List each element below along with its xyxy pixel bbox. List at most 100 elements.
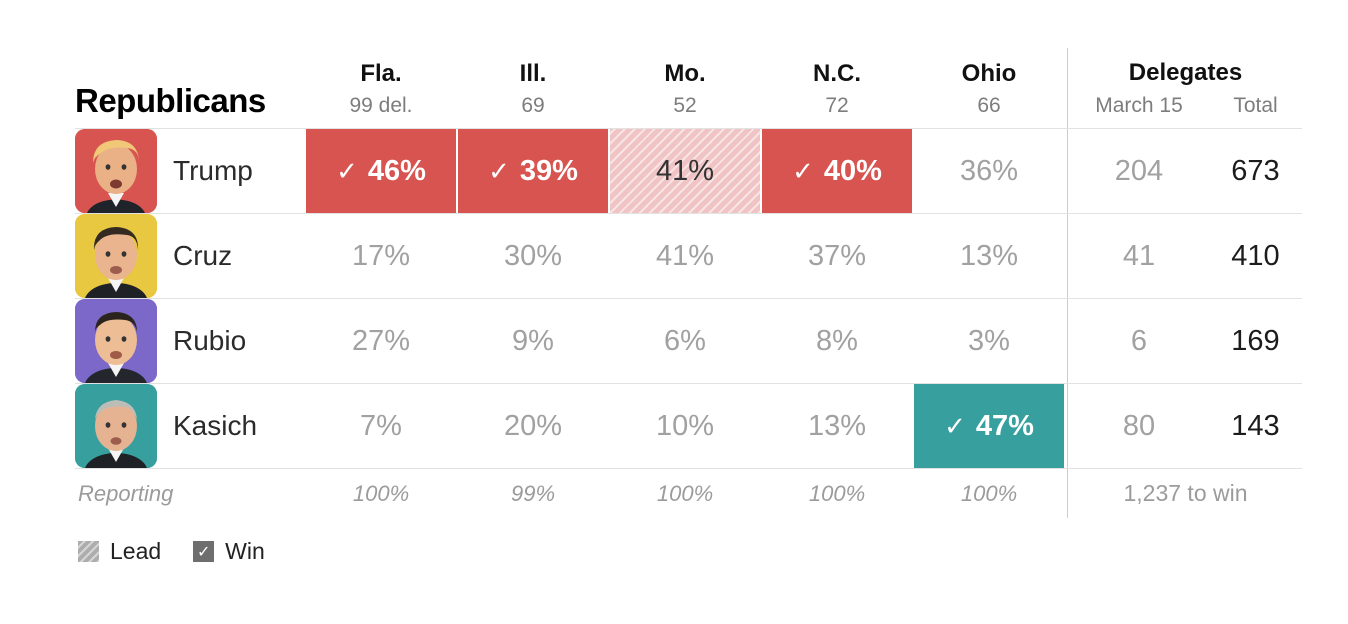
result-cell-mo: ✓ 10% (609, 384, 761, 468)
state-delegate-count: 99 del. (349, 94, 413, 117)
column-header-fla: Fla. 99 del. (305, 60, 457, 128)
result-value: 40% (823, 154, 882, 187)
column-header-ohio: Ohio 66 (913, 59, 1065, 128)
reporting-mo: 100% (656, 480, 714, 506)
cruz-portrait-illustration (75, 214, 157, 298)
delegates-march15-value: 204 (1114, 154, 1164, 187)
reporting-row: Reporting 100% 99% 100% 100% 100% 1,237 … (75, 468, 1302, 518)
result-value: 10% (655, 409, 715, 442)
check-icon: ✓ (196, 543, 211, 561)
result-cell-ill: ✓ 39% (457, 129, 609, 213)
result-value: 6% (664, 324, 706, 357)
state-delegate-count: 66 (977, 94, 1001, 117)
table-row-rubio: Rubio ✓ 27% ✓ 9% ✓ 6% ✓ 8% (75, 298, 1302, 383)
result-value: 47% (975, 409, 1034, 442)
candidate-name: Cruz (173, 240, 233, 271)
result-cell-ohio: ✓ 3% (913, 299, 1065, 383)
legend-win-label: Win (225, 538, 265, 564)
delegates-total-value: 169 (1231, 324, 1280, 357)
result-cell-fill: ✓ 3% (914, 299, 1064, 383)
result-cell-ohio: ✓ 13% (913, 214, 1065, 298)
trump-portrait-illustration (75, 129, 157, 213)
result-value: 36% (959, 154, 1019, 187)
result-value: 41% (655, 154, 715, 187)
result-cell-fill: ✓ 47% (914, 384, 1064, 468)
result-cell-fill: ✓ 46% (306, 129, 456, 213)
check-icon: ✓ (792, 155, 814, 186)
result-cell-fill: ✓ 10% (610, 384, 760, 468)
row-divider-line (1066, 299, 1068, 383)
result-cell-nc: ✓ 40% (761, 129, 913, 213)
result-cell-fill: ✓ 30% (458, 214, 608, 298)
result-cell-nc: ✓ 13% (761, 384, 913, 468)
row-divider-line (1066, 384, 1068, 468)
result-value: 39% (519, 154, 578, 187)
state-delegate-count: 72 (825, 94, 849, 117)
column-header-nc: N.C. 72 (761, 59, 913, 128)
result-cell-fill: ✓ 27% (306, 299, 456, 383)
result-value: 17% (351, 239, 411, 272)
check-icon: ✓ (336, 155, 358, 186)
result-cell-fill: ✓ 39% (458, 129, 608, 213)
result-cell-fill: ✓ 7% (306, 384, 456, 468)
result-cell-fill: ✓ 13% (762, 384, 912, 468)
header-divider-line (1066, 48, 1068, 128)
result-cell-fill: ✓ 6% (610, 299, 760, 383)
reporting-nc: 100% (808, 480, 866, 506)
delegates-label: Delegates (1128, 59, 1243, 86)
candidate-name: Trump (173, 155, 253, 186)
state-name: Ohio (961, 59, 1017, 87)
result-cell-fla: ✓ 7% (305, 384, 457, 468)
result-cell-ill: ✓ 9% (457, 299, 609, 383)
delegates-to-win-note: 1,237 to win (1123, 480, 1248, 506)
result-value: 27% (351, 324, 411, 357)
column-header-delegates: Delegates March 15 Total (1069, 59, 1302, 128)
result-cell-fill: ✓ 13% (914, 214, 1064, 298)
delegates-march15-value: 6 (1130, 324, 1148, 357)
result-cell-mo: ✓ 41% (609, 129, 761, 213)
table-row-cruz: Cruz ✓ 17% ✓ 30% ✓ 41% ✓ 37% (75, 213, 1302, 298)
legend-item-win: ✓ Win (193, 538, 265, 565)
result-cell-ohio: ✓ 36% (913, 129, 1065, 213)
result-cell-fill: ✓ 20% (458, 384, 608, 468)
win-check-swatch-icon: ✓ (193, 541, 215, 562)
rubio-photo (75, 299, 157, 383)
result-value: 46% (367, 154, 426, 187)
state-delegate-count: 69 (521, 94, 545, 117)
check-icon: ✓ (488, 155, 510, 186)
page-title: Republicans (75, 82, 266, 119)
result-value: 13% (807, 409, 867, 442)
delegates-total-value: 410 (1231, 239, 1280, 272)
reporting-ill: 99% (510, 480, 556, 506)
state-name: Mo. (664, 59, 706, 87)
legend: Lead ✓ Win (78, 538, 1302, 565)
result-value: 8% (816, 324, 858, 357)
cruz-photo (75, 214, 157, 298)
row-divider-line (1066, 469, 1068, 518)
result-value: 7% (360, 409, 402, 442)
row-divider-line (1066, 129, 1068, 213)
result-cell-ill: ✓ 20% (457, 384, 609, 468)
result-cell-fill: ✓ 40% (762, 129, 912, 213)
result-cell-fla: ✓ 17% (305, 214, 457, 298)
result-cell-fla: ✓ 27% (305, 299, 457, 383)
result-cell-fill: ✓ 41% (610, 129, 760, 213)
lead-hatch-swatch-icon (78, 541, 99, 562)
result-cell-nc: ✓ 37% (761, 214, 913, 298)
result-cell-fla: ✓ 46% (305, 129, 457, 213)
table-row-trump: Trump ✓ 46% ✓ 39% ✓ 41% ✓ 40% (75, 128, 1302, 213)
delegates-total-label: Total (1233, 94, 1278, 117)
reporting-fla: 100% (352, 480, 410, 506)
result-value: 37% (807, 239, 867, 272)
legend-item-lead: Lead (78, 538, 161, 565)
state-name: N.C. (813, 59, 861, 87)
result-cell-mo: ✓ 6% (609, 299, 761, 383)
delegates-march15-label: March 15 (1095, 94, 1183, 117)
result-value: 30% (503, 239, 563, 272)
delegates-march15-value: 41 (1122, 239, 1156, 272)
rubio-portrait-illustration (75, 299, 157, 383)
result-cell-nc: ✓ 8% (761, 299, 913, 383)
delegates-total-value: 673 (1231, 154, 1280, 187)
result-value: 13% (959, 239, 1019, 272)
result-cell-ohio: ✓ 47% (913, 384, 1065, 468)
